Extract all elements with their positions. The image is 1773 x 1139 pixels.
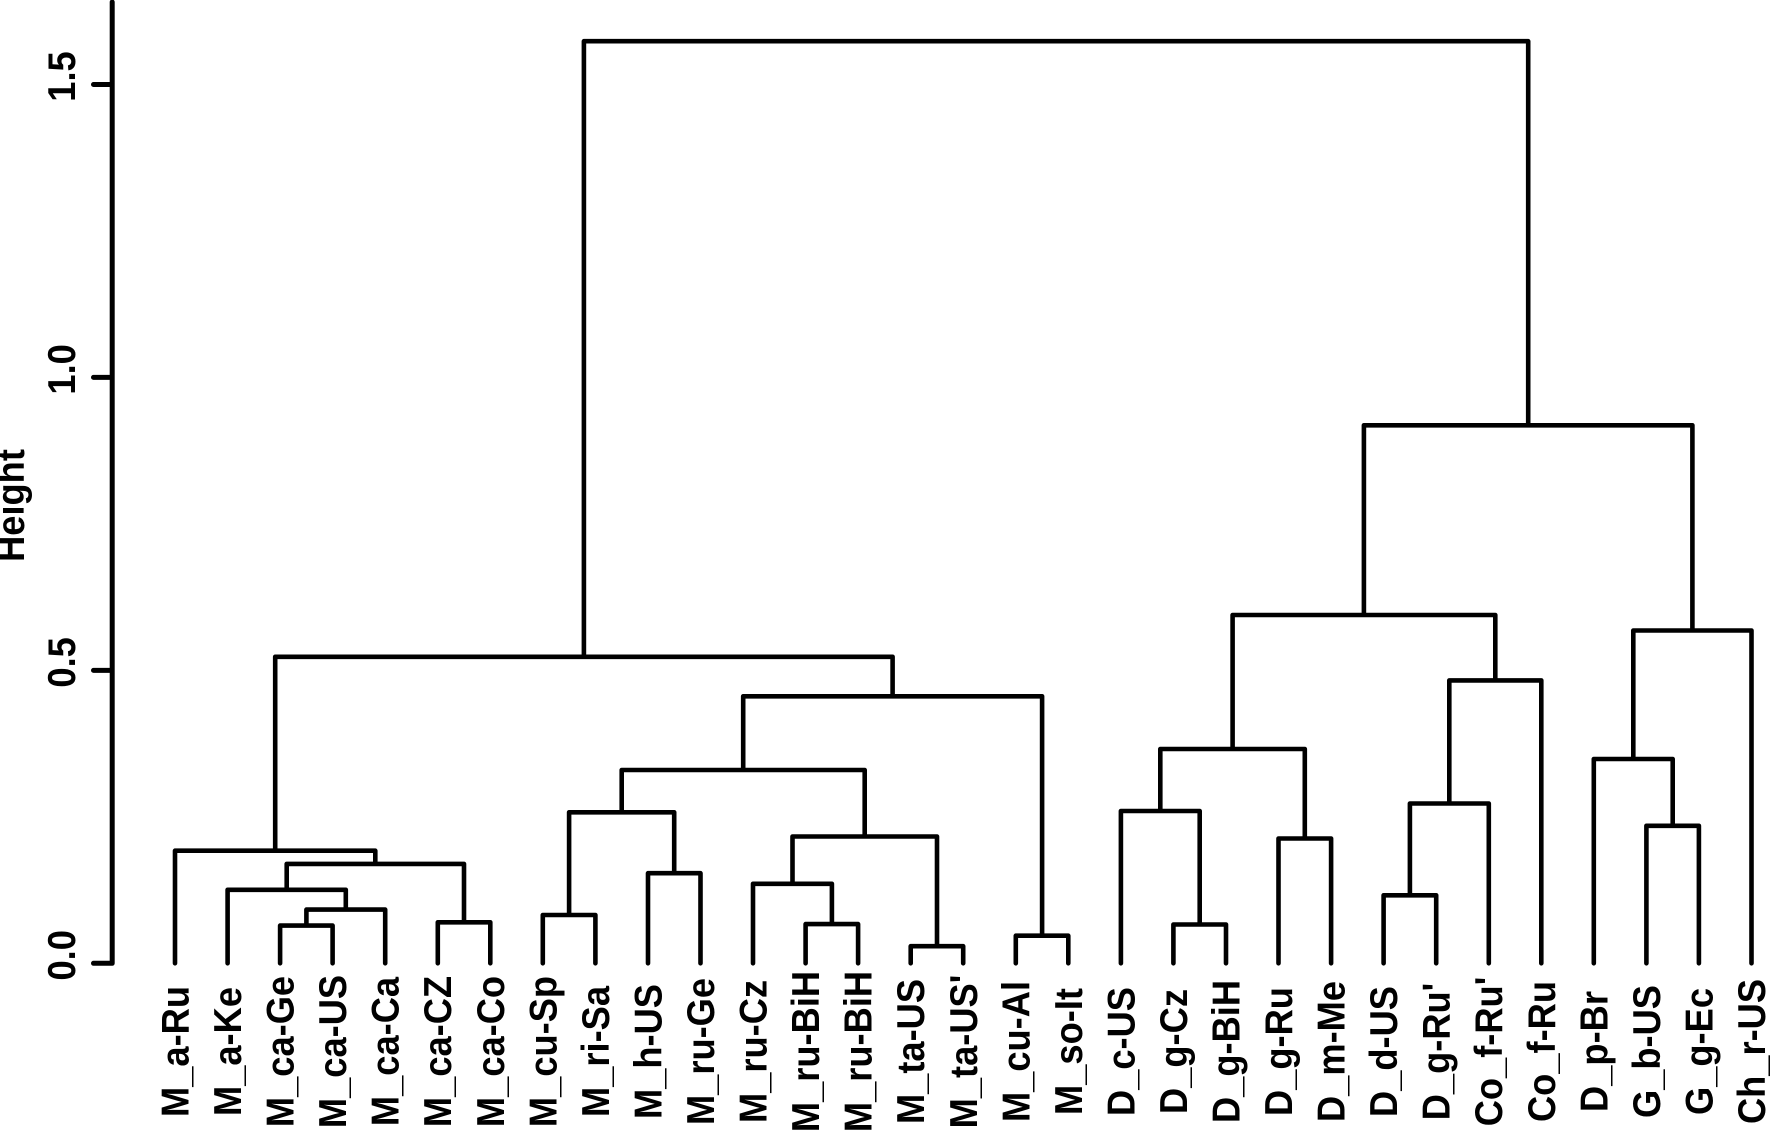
svg-text:M_ca-Ca: M_ca-Ca <box>364 976 407 1126</box>
svg-text:M_ca-Ge: M_ca-Ge <box>258 976 301 1127</box>
svg-text:M_so-It: M_so-It <box>1047 988 1090 1115</box>
svg-text:M_cu-Al: M_cu-Al <box>994 981 1037 1122</box>
svg-text:M_ru-BiH: M_ru-BiH <box>836 971 879 1132</box>
svg-text:M_a-Ru: M_a-Ru <box>153 986 196 1117</box>
svg-text:M_a-Ke: M_a-Ke <box>206 987 249 1116</box>
svg-text:D_g-Ru: D_g-Ru <box>1257 987 1300 1116</box>
svg-text:Co_f-Ru: Co_f-Ru <box>1520 981 1563 1122</box>
svg-text:D_g-BiH: D_g-BiH <box>1204 980 1247 1123</box>
svg-text:0.0: 0.0 <box>40 930 83 980</box>
svg-text:1.0: 1.0 <box>40 344 83 394</box>
svg-text:M_ca-Co: M_ca-Co <box>469 976 512 1127</box>
svg-text:M_ta-US: M_ta-US <box>889 979 932 1124</box>
svg-text:M_ru-BiH: M_ru-BiH <box>784 971 827 1132</box>
svg-text:M_ri-Sa: M_ri-Sa <box>574 985 617 1117</box>
svg-text:D_d-US: D_d-US <box>1362 986 1405 1117</box>
svg-text:1.5: 1.5 <box>40 51 83 101</box>
svg-text:M_ru-Cz: M_ru-Cz <box>731 980 774 1123</box>
svg-text:D_g-Cz: D_g-Cz <box>1152 989 1195 1114</box>
svg-text:D_g-Ru': D_g-Ru' <box>1415 983 1458 1121</box>
svg-text:M_cu-Sp: M_cu-Sp <box>521 976 564 1127</box>
svg-text:M_ta-US': M_ta-US' <box>942 975 985 1129</box>
svg-text:M_ca-US: M_ca-US <box>311 975 354 1128</box>
svg-text:D_p-Br: D_p-Br <box>1572 991 1615 1112</box>
svg-text:G_b-US: G_b-US <box>1625 985 1668 1118</box>
svg-text:Ch_r-US: Ch_r-US <box>1730 979 1773 1124</box>
svg-text:M_ca-CZ: M_ca-CZ <box>416 976 459 1127</box>
svg-text:G_g-Ec: G_g-Ec <box>1677 988 1720 1115</box>
svg-text:Co_f-Ru': Co_f-Ru' <box>1467 977 1510 1127</box>
svg-text:D_c-US: D_c-US <box>1099 987 1142 1116</box>
svg-text:0.5: 0.5 <box>40 637 83 687</box>
svg-text:Height: Height <box>0 449 32 562</box>
svg-text:M_h-US: M_h-US <box>626 984 669 1119</box>
svg-text:M_ru-Ge: M_ru-Ge <box>679 978 722 1125</box>
svg-text:D_m-Me: D_m-Me <box>1309 981 1352 1122</box>
